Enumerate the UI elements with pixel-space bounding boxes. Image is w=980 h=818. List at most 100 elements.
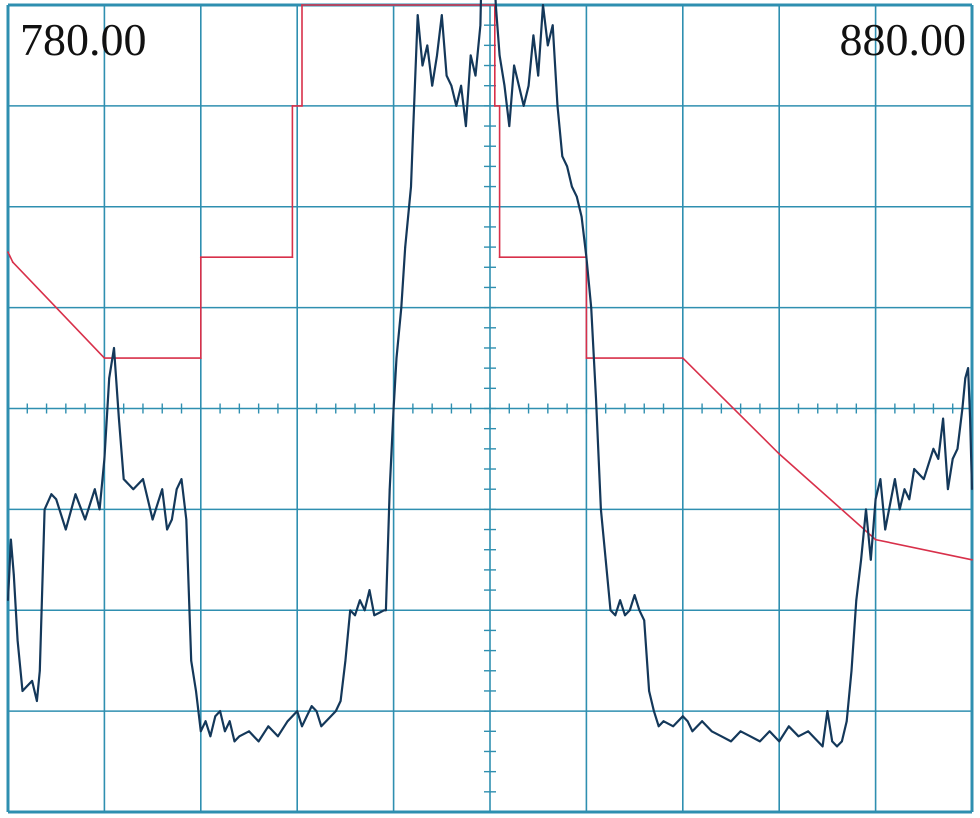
trace-point: [638, 609, 641, 612]
trace-point: [421, 64, 424, 67]
trace-point: [55, 498, 58, 501]
trace-point: [739, 730, 742, 733]
trace-point: [749, 735, 752, 738]
trace-point: [410, 185, 412, 188]
trace-point: [701, 720, 703, 723]
trace-point: [84, 518, 86, 521]
trace-point: [93, 488, 96, 491]
trace-point: [908, 498, 911, 501]
trace-point: [532, 34, 535, 37]
trace-point: [21, 690, 24, 692]
trace-point: [26, 685, 29, 687]
trace-point: [354, 614, 356, 617]
trace-point: [315, 710, 318, 712]
trace-point: [404, 246, 407, 249]
trace-point: [710, 730, 713, 733]
trace-point: [922, 478, 925, 480]
mask-point: [291, 256, 294, 259]
trace-point: [691, 730, 694, 733]
trace-point: [951, 458, 954, 460]
trace-point: [942, 417, 944, 420]
trace-point: [228, 720, 231, 723]
trace-point: [600, 508, 602, 511]
trace-point: [349, 609, 352, 612]
trace-point: [392, 407, 395, 410]
trace-point: [686, 720, 689, 723]
trace-point: [585, 256, 588, 259]
trace-point: [624, 614, 626, 617]
trace-point: [286, 720, 289, 723]
trace-point: [797, 735, 800, 738]
trace-point: [359, 599, 361, 602]
trace-point: [580, 215, 583, 218]
mask-point: [778, 453, 781, 455]
trace-point: [50, 493, 53, 496]
trace-point: [166, 528, 169, 531]
mask-point: [7, 251, 9, 254]
trace-point: [855, 599, 858, 602]
trace-point: [38, 669, 41, 672]
trace-point: [969, 417, 971, 420]
trace-point: [546, 44, 549, 47]
trace-point: [142, 478, 144, 480]
trace-point: [118, 417, 120, 420]
trace-point: [334, 710, 337, 712]
trace-point: [368, 589, 371, 591]
trace-point: [209, 735, 212, 738]
trace-point: [296, 710, 299, 712]
trace-point: [604, 558, 607, 561]
trace-point: [681, 715, 684, 718]
trace-point: [508, 125, 511, 127]
trace-point: [363, 609, 366, 612]
trace-point: [527, 84, 530, 87]
trace-point: [947, 488, 949, 491]
trace-point: [339, 700, 342, 702]
trace-point: [494, 4, 497, 6]
trace-point: [643, 619, 646, 622]
start-frequency-label: 780.00: [20, 14, 147, 65]
trace-point: [720, 735, 723, 738]
trace-point: [36, 700, 38, 702]
trace-point: [807, 730, 809, 733]
trace-point: [233, 740, 236, 743]
trace-vertices: [7, 4, 973, 748]
trace-point: [479, 24, 482, 27]
trace-point: [841, 740, 843, 743]
trace-point: [964, 377, 967, 380]
trace-point: [874, 498, 877, 501]
trace-point: [12, 574, 15, 576]
trace-point: [277, 735, 279, 738]
trace-point: [64, 528, 67, 531]
trace-point: [171, 518, 173, 521]
trace-point: [238, 735, 241, 738]
trace-point: [821, 745, 824, 748]
trace-point: [305, 715, 308, 718]
trace-point: [122, 478, 125, 480]
trace-point: [542, 4, 544, 6]
mask-point: [291, 105, 294, 107]
trace-point: [816, 740, 819, 743]
trace-point: [310, 705, 313, 707]
trace-point: [385, 609, 387, 612]
trace-point: [836, 745, 838, 748]
trace-point: [826, 710, 829, 712]
trace-point: [556, 105, 559, 107]
trace-point: [248, 730, 250, 733]
mask-point: [55, 306, 58, 309]
trace-point: [590, 306, 593, 309]
trace-point: [961, 407, 964, 410]
trace-point: [759, 740, 761, 743]
trace-line: [6, 0, 974, 748]
trace-point: [431, 84, 434, 87]
trace-point: [971, 488, 973, 491]
trace-point: [474, 74, 477, 77]
trace-point: [657, 725, 660, 728]
trace-point: [320, 725, 323, 728]
trace-point: [10, 538, 12, 541]
trace-point: [831, 740, 834, 743]
mask-point: [199, 357, 202, 359]
trace-point: [498, 54, 501, 57]
trace-point: [932, 447, 935, 450]
trace-point: [161, 488, 164, 491]
